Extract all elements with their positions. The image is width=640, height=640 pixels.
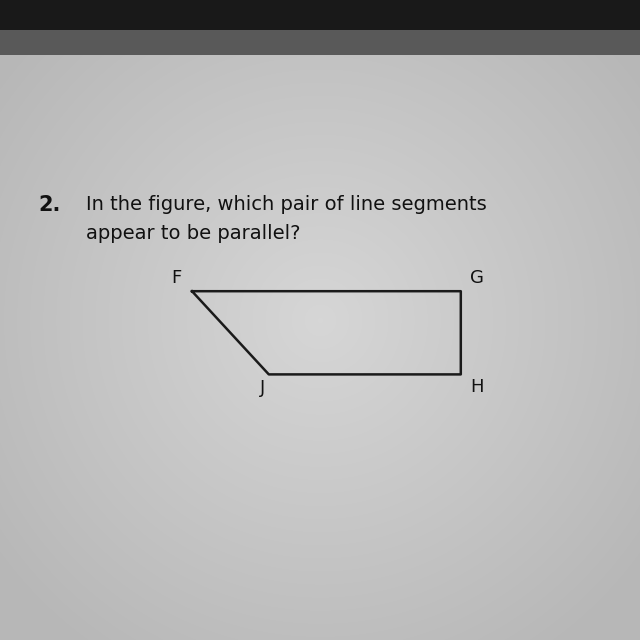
Text: F: F [171, 269, 181, 287]
Text: appear to be parallel?: appear to be parallel? [86, 224, 301, 243]
Text: G: G [470, 269, 484, 287]
Text: 2.: 2. [38, 195, 61, 215]
Text: J: J [260, 379, 265, 397]
Text: In the figure, which pair of line segments: In the figure, which pair of line segmen… [86, 195, 487, 214]
Text: H: H [470, 378, 484, 396]
